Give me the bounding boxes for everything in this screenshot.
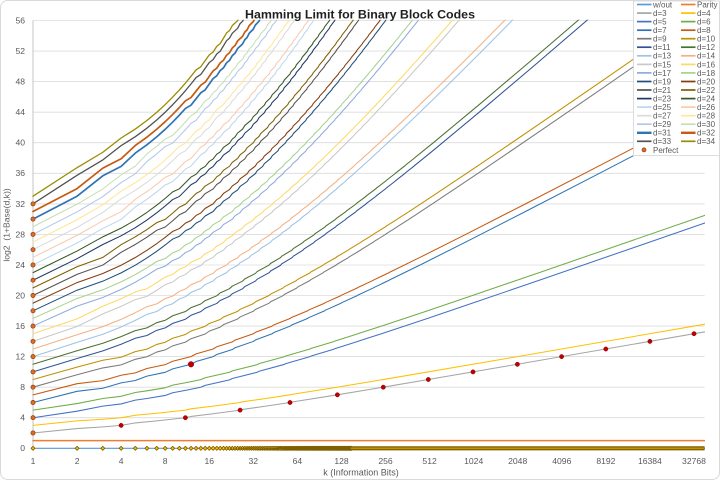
- svg-text:36: 36: [15, 168, 25, 178]
- svg-text:8192: 8192: [596, 456, 615, 466]
- svg-text:128: 128: [334, 456, 349, 466]
- svg-text:d=14: d=14: [697, 52, 716, 61]
- svg-text:d=18: d=18: [697, 69, 716, 78]
- svg-text:d=15: d=15: [653, 60, 672, 69]
- svg-text:2: 2: [75, 456, 80, 466]
- svg-text:k (Information Bits): k (Information Bits): [323, 468, 399, 478]
- svg-text:d=16: d=16: [697, 60, 716, 69]
- svg-text:d=34: d=34: [697, 137, 716, 146]
- svg-text:16384: 16384: [638, 456, 662, 466]
- svg-text:d=9: d=9: [653, 35, 667, 44]
- svg-text:12: 12: [15, 352, 25, 362]
- svg-text:8: 8: [163, 456, 168, 466]
- svg-text:0: 0: [20, 443, 25, 453]
- svg-text:d=19: d=19: [653, 77, 672, 86]
- svg-text:32: 32: [15, 199, 25, 209]
- svg-text:d=13: d=13: [653, 52, 672, 61]
- svg-text:48: 48: [15, 77, 25, 87]
- svg-text:d=22: d=22: [697, 86, 716, 95]
- svg-text:20: 20: [15, 290, 25, 300]
- svg-text:24: 24: [15, 260, 25, 270]
- svg-text:d=7: d=7: [653, 26, 667, 35]
- svg-text:d=25: d=25: [653, 103, 672, 112]
- svg-text:52: 52: [15, 46, 25, 56]
- svg-text:d=31: d=31: [653, 129, 672, 138]
- svg-text:28: 28: [15, 229, 25, 239]
- svg-text:4096: 4096: [552, 456, 571, 466]
- svg-text:44: 44: [15, 107, 25, 117]
- svg-text:d=33: d=33: [653, 137, 672, 146]
- svg-text:d=21: d=21: [653, 86, 672, 95]
- svg-text:Parity: Parity: [697, 0, 717, 9]
- svg-text:d=11: d=11: [653, 43, 671, 52]
- svg-text:4: 4: [20, 413, 25, 423]
- svg-text:d=27: d=27: [653, 112, 672, 121]
- svg-text:16: 16: [205, 456, 215, 466]
- svg-text:8: 8: [20, 382, 25, 392]
- svg-text:16: 16: [15, 321, 25, 331]
- svg-text:log2 (1+Base(d,k)): log2 (1+Base(d,k)): [2, 188, 12, 261]
- svg-text:d=3: d=3: [653, 9, 667, 18]
- svg-text:d=32: d=32: [697, 129, 716, 138]
- svg-text:d=24: d=24: [697, 95, 716, 104]
- svg-text:w/out: w/out: [652, 0, 673, 9]
- svg-text:d=6: d=6: [697, 18, 711, 27]
- svg-text:d=12: d=12: [697, 43, 716, 52]
- svg-text:2048: 2048: [508, 456, 527, 466]
- svg-text:64: 64: [293, 456, 303, 466]
- svg-text:d=30: d=30: [697, 120, 716, 129]
- svg-text:1024: 1024: [464, 456, 483, 466]
- svg-text:Hamming Limit for Binary Block: Hamming Limit for Binary Block Codes: [245, 7, 475, 21]
- svg-text:32: 32: [249, 456, 259, 466]
- svg-text:512: 512: [422, 456, 437, 466]
- svg-text:d=28: d=28: [697, 112, 716, 121]
- svg-text:Perfect: Perfect: [653, 146, 679, 155]
- svg-text:d=26: d=26: [697, 103, 716, 112]
- svg-text:32768: 32768: [682, 456, 706, 466]
- svg-text:d=5: d=5: [653, 18, 667, 27]
- svg-text:d=23: d=23: [653, 95, 672, 104]
- svg-text:56: 56: [15, 15, 25, 25]
- svg-text:4: 4: [119, 456, 124, 466]
- svg-text:d=4: d=4: [697, 9, 711, 18]
- svg-text:40: 40: [15, 138, 25, 148]
- svg-text:1: 1: [31, 456, 36, 466]
- svg-text:d=10: d=10: [697, 35, 716, 44]
- svg-text:d=17: d=17: [653, 69, 672, 78]
- svg-text:d=29: d=29: [653, 120, 672, 129]
- svg-text:d=8: d=8: [697, 26, 711, 35]
- svg-text:256: 256: [378, 456, 393, 466]
- svg-text:d=20: d=20: [697, 77, 716, 86]
